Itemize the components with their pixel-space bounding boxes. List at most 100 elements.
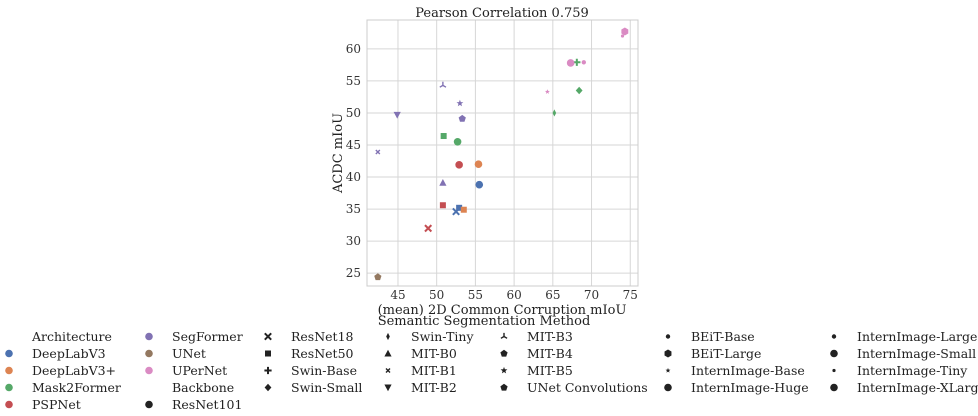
legend-marker: [664, 383, 672, 392]
legend-label: Swin-Base: [291, 363, 357, 378]
legend-label: DeepLabV3: [32, 346, 106, 361]
legend-marker: [145, 366, 153, 375]
legend-label: DeepLabV3+: [32, 363, 117, 378]
grid: [367, 20, 638, 286]
legend-label: Backbone: [172, 380, 235, 395]
legend-marker: [264, 332, 272, 341]
y-tick-label: 50: [346, 106, 361, 120]
legend-marker: [500, 366, 508, 374]
legend-label: ResNet50: [291, 346, 354, 361]
data-point: [456, 204, 463, 211]
legend-marker: [831, 334, 837, 339]
x-axis-label: (mean) 2D Common Corruption mIoU: [378, 303, 627, 318]
legend-marker: [665, 334, 671, 339]
legend-label: MIT-B5: [527, 363, 573, 378]
legend-label: InternImage-Huge: [691, 380, 809, 395]
legend-marker-icon: [831, 334, 837, 339]
legend-marker-icon: [384, 349, 392, 357]
legend-label: InternImage-Large: [857, 329, 978, 344]
legend-marker-icon: [264, 383, 272, 392]
x-tick-label: 75: [623, 288, 638, 302]
legend-marker-icon: [384, 384, 392, 392]
x-tick-label: 70: [584, 288, 599, 302]
legend-label: InternImage-Base: [691, 363, 805, 378]
data-point: [475, 180, 484, 189]
data-point: [552, 109, 557, 117]
legend-marker: [265, 350, 271, 357]
legend-marker-icon: [830, 383, 838, 392]
legend-label: MIT-B2: [411, 380, 457, 395]
data-point: [474, 160, 483, 169]
legend-marker-icon: [500, 349, 508, 357]
data-point: [393, 111, 401, 119]
legend-label: InternImage-Small: [857, 346, 977, 361]
legend-marker-icon: [145, 349, 153, 358]
legend-marker-icon: [145, 400, 153, 409]
legend-marker: [500, 383, 508, 391]
data-point: [439, 81, 447, 88]
legend-marker-icon: [665, 367, 671, 373]
legend-label: InternImage-XLarge: [857, 380, 978, 395]
legend-marker: [385, 368, 391, 373]
legend-marker-icon: [386, 332, 390, 341]
legend-label: MIT-B3: [527, 329, 573, 344]
data-point: [566, 59, 575, 67]
legend-label: Architecture: [32, 329, 112, 344]
data-point: [440, 133, 447, 140]
legend-marker: [5, 400, 13, 409]
data-point: [458, 114, 466, 122]
legend-label: InternImage-Tiny: [857, 363, 968, 378]
legend-marker: [665, 367, 671, 373]
legend-marker-icon: [5, 383, 13, 392]
data-point: [375, 149, 381, 155]
legend-marker-icon: [830, 349, 838, 358]
legend-label: UNet: [172, 346, 206, 361]
legend-label: MIT-B4: [527, 346, 573, 361]
y-tick-label: 45: [346, 138, 361, 152]
legend-marker: [145, 332, 153, 341]
legend-marker: [500, 332, 508, 339]
data-point: [455, 161, 463, 169]
y-tick-label: 30: [346, 234, 361, 248]
legend-marker-icon: [5, 349, 13, 358]
x-tick-label: 55: [468, 288, 483, 302]
legend-marker-icon: [385, 368, 391, 373]
legend-label: ResNet101: [172, 397, 243, 412]
data-point: [581, 60, 586, 65]
x-tick-label: 65: [545, 288, 560, 302]
legend-marker: [145, 349, 153, 358]
data-point: [456, 99, 464, 107]
x-tick-label: 60: [506, 288, 521, 302]
legend-label: Swin-Tiny: [411, 329, 474, 344]
legend-label: MIT-B0: [411, 346, 457, 361]
legend-marker: [830, 383, 838, 392]
data-point: [439, 179, 447, 186]
data-point: [620, 34, 625, 38]
data-points: [374, 27, 629, 281]
y-tick-label: 40: [346, 170, 361, 184]
y-tick-label: 25: [346, 266, 361, 280]
data-point: [439, 202, 446, 209]
legend-marker-icon: [500, 383, 508, 391]
legend-marker-icon: [145, 366, 153, 375]
legend-marker-icon: [500, 366, 508, 374]
legend-marker-icon: [664, 349, 672, 358]
x-tick-label: 50: [429, 288, 444, 302]
legend-marker: [5, 383, 13, 392]
legend-marker-icon: [264, 366, 272, 375]
legend-marker-icon: [664, 383, 672, 392]
y-tick-label: 55: [346, 74, 361, 88]
legend-label: ResNet18: [291, 329, 354, 344]
legend-marker: [5, 349, 13, 358]
data-point: [424, 224, 433, 233]
legend-label: SegFormer: [172, 329, 243, 344]
legend-marker-icon: [5, 400, 13, 409]
x-tick-label: 45: [390, 288, 405, 302]
data-point: [453, 137, 462, 146]
legend-marker: [832, 368, 836, 373]
data-point: [452, 207, 460, 216]
legend-marker-icon: [665, 334, 671, 339]
legend-marker: [664, 349, 672, 358]
data-point: [374, 273, 382, 281]
data-point: [544, 89, 550, 94]
